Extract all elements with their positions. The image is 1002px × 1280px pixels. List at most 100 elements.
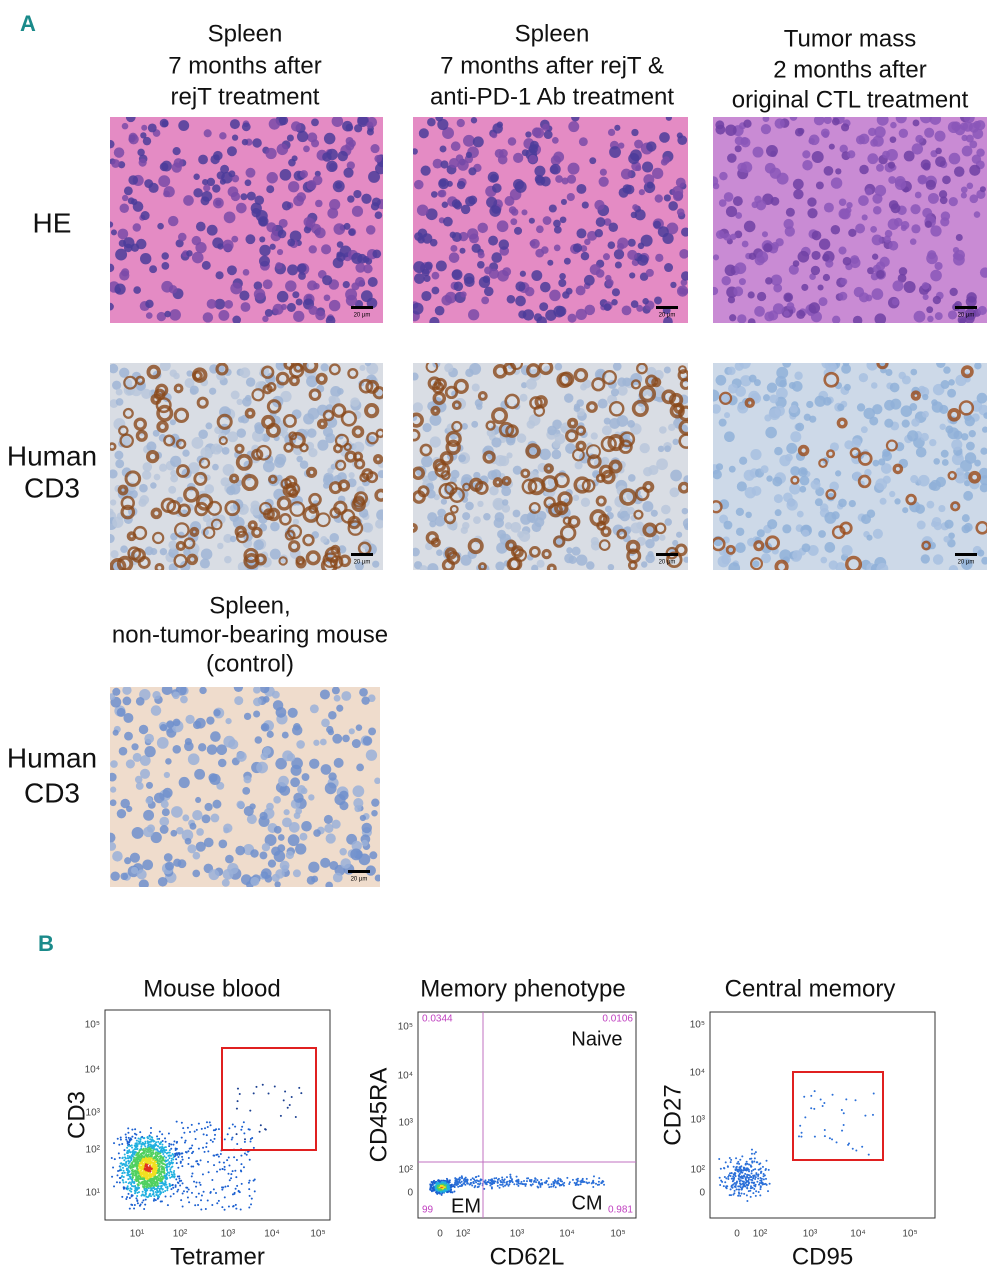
event: [147, 1144, 150, 1147]
stained-cell: [567, 515, 581, 529]
y-tick-label: 10¹: [86, 1188, 101, 1199]
event: [493, 1177, 496, 1180]
nucleus: [486, 428, 495, 437]
stained-cell: [453, 378, 469, 394]
nucleus: [536, 510, 547, 521]
nucleus: [295, 298, 303, 306]
nucleus: [477, 251, 485, 259]
nucleus: [427, 563, 439, 570]
nucleus: [119, 367, 130, 378]
nucleus: [953, 166, 965, 177]
nucleus: [940, 380, 950, 389]
nucleus: [560, 425, 567, 432]
tissue: [713, 363, 987, 570]
nucleus: [327, 207, 339, 219]
nucleus: [277, 229, 287, 239]
nucleus: [184, 837, 192, 845]
stained-cell: [559, 524, 577, 542]
nucleus: [234, 696, 244, 706]
stained-cell: [665, 551, 683, 569]
event: [158, 1143, 161, 1146]
nucleus: [193, 188, 203, 198]
event: [156, 1137, 159, 1140]
event: [144, 1176, 147, 1179]
nucleus: [841, 123, 850, 132]
event: [181, 1192, 184, 1195]
nucleus: [313, 829, 321, 837]
stained-cell: [512, 547, 522, 557]
event: [175, 1158, 178, 1161]
event: [450, 1184, 453, 1187]
event: [221, 1188, 224, 1191]
nucleus: [110, 263, 115, 273]
nucleus: [172, 718, 181, 727]
nucleus: [192, 720, 202, 730]
event: [133, 1156, 136, 1159]
event: [144, 1140, 147, 1143]
stained-cell: [156, 404, 174, 422]
stained-cell: [218, 436, 228, 446]
nucleus: [901, 419, 910, 428]
stained-cell: [364, 402, 380, 419]
nucleus: [939, 196, 948, 205]
nucleus: [110, 832, 116, 843]
event: [156, 1159, 159, 1162]
nucleus: [894, 178, 907, 191]
nucleus: [333, 694, 341, 702]
stained-cell: [191, 367, 208, 383]
event: [200, 1194, 203, 1197]
nucleus: [364, 363, 372, 367]
event: [155, 1193, 158, 1196]
event: [181, 1165, 184, 1168]
event: [131, 1128, 134, 1131]
nucleus: [269, 548, 281, 560]
event: [160, 1171, 163, 1174]
nucleus: [948, 532, 955, 540]
stained-cell: [175, 540, 186, 552]
nucleus: [756, 251, 769, 264]
stained-cell: [283, 442, 294, 453]
stained-cell: [251, 526, 263, 539]
event: [228, 1179, 231, 1182]
nucleus: [362, 255, 370, 263]
stained-cell: [521, 478, 538, 495]
nucleus: [187, 753, 200, 766]
nucleus: [539, 302, 549, 312]
nucleus: [308, 305, 318, 315]
nucleus: [458, 454, 466, 463]
nucleus: [262, 696, 270, 703]
nucleus: [822, 273, 831, 282]
nucleus: [680, 271, 688, 281]
event: [142, 1149, 145, 1152]
nucleus: [413, 179, 424, 190]
event: [167, 1154, 170, 1157]
y-tick-label: 10⁴: [85, 1065, 100, 1076]
event: [150, 1177, 153, 1180]
nucleus: [218, 839, 228, 849]
nucleus: [627, 420, 635, 428]
nucleus: [740, 161, 753, 173]
nucleus: [110, 499, 117, 506]
event: [197, 1192, 200, 1195]
nucleus: [663, 316, 673, 323]
nucleus: [910, 475, 919, 484]
tissue: [413, 117, 688, 323]
event: [157, 1140, 160, 1143]
nucleus: [939, 404, 949, 415]
nucleus: [370, 144, 380, 154]
event: [139, 1153, 142, 1156]
nucleus: [578, 137, 588, 147]
stained-cell: [234, 525, 247, 538]
nucleus: [168, 540, 178, 550]
stained-cell: [320, 557, 338, 570]
event: [129, 1167, 132, 1170]
nucleus: [814, 498, 823, 507]
event: [160, 1141, 163, 1144]
event: [140, 1174, 143, 1177]
nucleus: [734, 262, 747, 275]
plot-title: Mouse blood: [143, 975, 280, 1002]
nucleus: [943, 366, 951, 374]
stained-cell: [553, 472, 570, 489]
nucleus: [756, 291, 767, 302]
event: [139, 1162, 142, 1165]
